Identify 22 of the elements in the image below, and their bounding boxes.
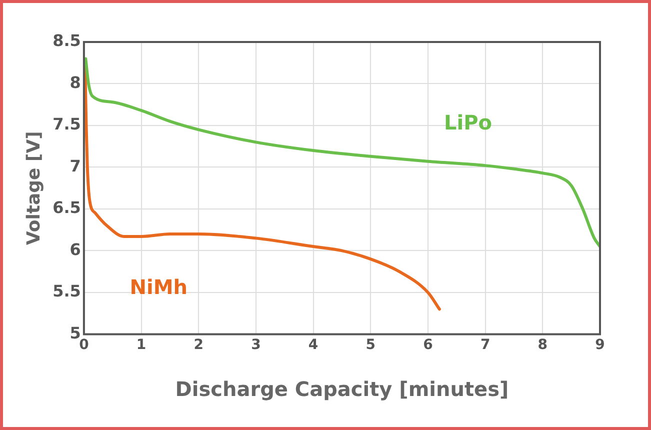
x-tick-label: 3 <box>251 337 261 354</box>
y-axis-title: Voltage [V] <box>23 131 44 246</box>
x-tick-label: 1 <box>136 337 146 354</box>
x-axis-title: Discharge Capacity [minutes] <box>175 377 509 402</box>
y-tick-label: 8 <box>70 72 81 92</box>
y-tick-label: 7.5 <box>52 114 81 134</box>
x-tick-label: 4 <box>308 337 318 354</box>
x-tick-label: 0 <box>79 337 90 354</box>
x-tick-label: 2 <box>194 337 204 354</box>
x-tick-label: 8 <box>538 337 548 354</box>
line-series <box>84 57 600 248</box>
x-tick-label: 5 <box>366 337 376 354</box>
x-tick-label: 6 <box>423 337 433 354</box>
x-tick-label: 9 <box>595 337 605 354</box>
series-label: LiPo <box>444 110 492 134</box>
y-tick-label: 5.5 <box>52 282 81 301</box>
x-tick-label: 7 <box>480 337 490 354</box>
series-label: NiMh <box>130 275 188 300</box>
y-tick-label: 6.5 <box>52 198 81 218</box>
y-tick-label: 8.5 <box>52 31 81 50</box>
y-tick-label: 7 <box>70 156 81 176</box>
y-tick-label: 6 <box>70 240 81 259</box>
